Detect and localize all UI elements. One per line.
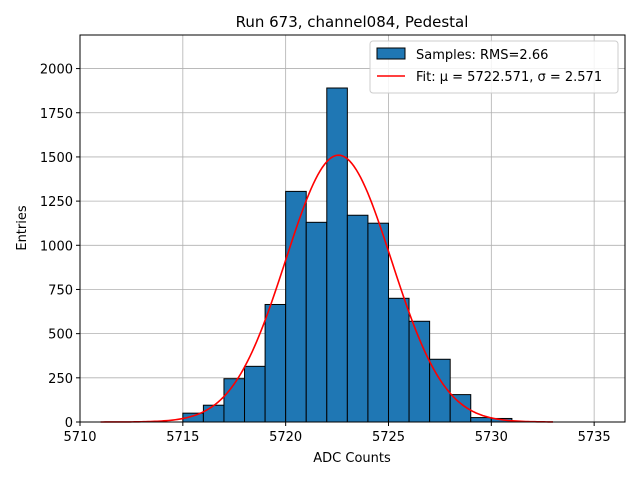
y-tick-label: 2000 <box>40 63 73 78</box>
x-tick-label: 5735 <box>578 430 611 445</box>
y-tick-label: 500 <box>48 328 73 343</box>
y-axis-label: Entries <box>15 205 30 251</box>
y-tick-label: 1250 <box>40 195 73 210</box>
x-tick-label: 5720 <box>269 430 302 445</box>
y-tick-label: 250 <box>48 372 73 387</box>
y-tick-label: 1000 <box>40 239 73 254</box>
histogram-bar <box>367 222 389 423</box>
histogram-bar <box>202 404 225 423</box>
histogram-bar <box>470 417 492 423</box>
chart-title: Run 673, channel084, Pedestal <box>236 13 469 31</box>
legend-box <box>369 40 619 94</box>
legend-fit-label: Fit: μ = 5722.571, σ = 2.571 <box>416 70 602 85</box>
y-tick-label: 0 <box>65 416 73 431</box>
histogram-bar <box>285 190 307 423</box>
gaussian-fit-curve <box>100 154 554 423</box>
legend: Samples: RMS=2.66 Fit: μ = 5722.571, σ =… <box>369 40 619 94</box>
x-axis-ticks: 5710 5715 5720 5725 5730 5735 <box>63 422 611 445</box>
legend-histogram-label: Samples: RMS=2.66 <box>416 48 548 63</box>
y-axis-ticks: 0 250 500 750 1000 1250 1500 1750 2000 <box>40 63 80 431</box>
legend-histogram-swatch <box>376 47 406 60</box>
grid-lines <box>79 35 625 423</box>
histogram-bar <box>244 365 266 423</box>
x-tick-label: 5725 <box>372 430 405 445</box>
histogram-bar <box>408 320 431 423</box>
histogram-bar <box>387 297 410 423</box>
y-tick-label: 1750 <box>40 107 73 122</box>
y-tick-label: 750 <box>48 283 73 298</box>
histogram-bars <box>182 87 513 423</box>
histogram-bar <box>305 221 328 423</box>
histogram-bar <box>346 214 369 423</box>
plot-frame <box>79 34 626 423</box>
histogram-bar <box>326 87 348 423</box>
y-tick-label: 1500 <box>40 151 73 166</box>
histogram-bar <box>264 303 287 423</box>
x-tick-label: 5730 <box>475 430 508 445</box>
x-tick-label: 5710 <box>63 430 96 445</box>
x-axis-label: ADC Counts <box>313 451 391 466</box>
x-tick-label: 5715 <box>166 430 199 445</box>
